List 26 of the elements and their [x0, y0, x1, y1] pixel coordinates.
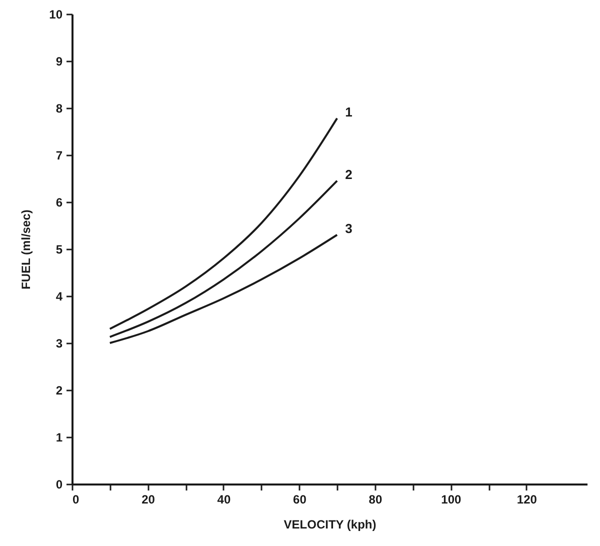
- y-tick-label: 8: [56, 102, 63, 116]
- y-tick-label: 9: [56, 54, 63, 68]
- y-axis-title: FUEL (ml/sec): [19, 210, 34, 290]
- y-tick-label: 2: [56, 384, 63, 398]
- x-tick-label: 120: [516, 492, 538, 506]
- y-tick-label: 4: [56, 290, 63, 304]
- series-label: 2: [345, 166, 352, 182]
- x-tick-label: 100: [441, 492, 462, 506]
- y-tick-label: 5: [56, 242, 63, 256]
- x-axis-title: VELOCITY (kph): [284, 518, 376, 532]
- y-tick-label: 7: [56, 148, 63, 162]
- y-tick-label: 3: [56, 336, 63, 350]
- line-series: [108, 180, 338, 338]
- x-tick-label: 0: [72, 492, 80, 506]
- y-tick-label: 10: [49, 8, 63, 22]
- x-tick-label: 40: [217, 492, 231, 506]
- series-label: 3: [345, 220, 352, 236]
- x-tick-label: 60: [293, 492, 307, 506]
- y-tick-label: 1: [56, 430, 63, 444]
- line-series: [108, 234, 338, 344]
- line-series: [108, 117, 338, 330]
- x-tick-label: 80: [368, 492, 382, 506]
- y-tick-label: 6: [56, 196, 63, 210]
- y-tick-label: 0: [56, 478, 63, 492]
- series-label: 1: [345, 104, 352, 120]
- x-tick-label: 20: [142, 492, 156, 506]
